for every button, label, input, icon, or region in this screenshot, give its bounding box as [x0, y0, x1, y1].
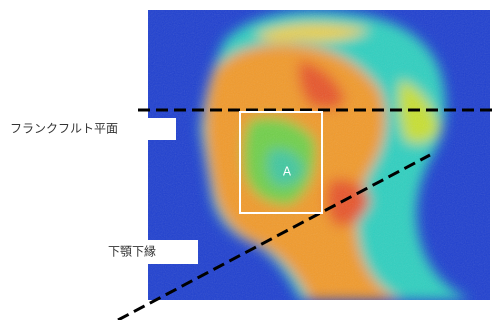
region-label: A [283, 165, 292, 179]
frankfurt-label: フランクフルト平面 [10, 122, 118, 136]
figure: A フランクフルト平面 下顎下縁 [0, 0, 493, 320]
mandible-label: 下顎下縁 [108, 244, 156, 259]
thermal-image [148, 10, 490, 300]
